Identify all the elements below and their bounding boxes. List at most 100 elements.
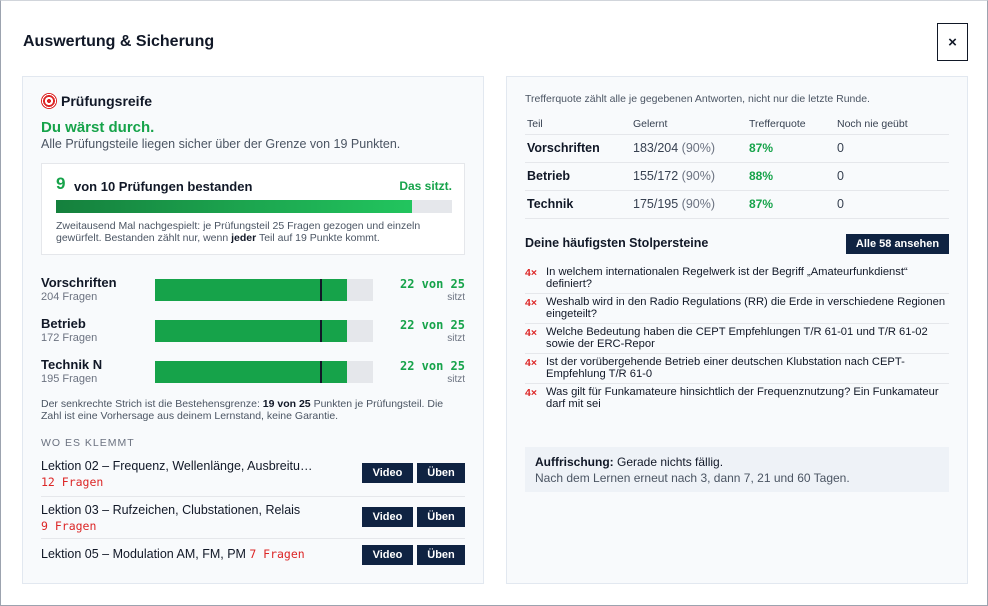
refresh-label: Auffrischung: xyxy=(535,455,614,469)
miss-count: 4× xyxy=(525,297,537,309)
statistics-panel: Trefferquote zählt alle je gegebenen Ant… xyxy=(506,76,968,584)
table-row: Technik 175/195 (90%) 87% 0 xyxy=(525,190,949,219)
cell-teil: Technik xyxy=(525,190,631,219)
weak-lessons-list: Lektion 02 – Frequenz, Wellenlänge, Ausb… xyxy=(41,455,465,571)
part-score-bar xyxy=(155,361,373,383)
cell-gelernt: 155/172 (90%) xyxy=(631,162,747,191)
part-score: 22 von 25 xyxy=(399,318,465,332)
lesson-item: Lektion 03 – Rufzeichen, Clubstationen, … xyxy=(41,497,465,539)
miss-count: 4× xyxy=(525,387,537,399)
exam-part-row: Vorschriften 204 Fragen 22 von 25 sitzt xyxy=(41,275,465,316)
cell-nie-geuebt: 0 xyxy=(835,190,949,219)
explain-bold: 19 von 25 xyxy=(262,398,311,410)
question-text: Welche Bedeutung haben die CEPT Empfehlu… xyxy=(546,326,928,350)
part-question-count: 172 Fragen xyxy=(41,332,98,344)
verdict-subtitle: Alle Prüfungsteile liegen sicher über de… xyxy=(41,137,401,151)
video-button[interactable]: Video xyxy=(362,545,413,565)
passed-count: 9 xyxy=(56,174,66,193)
verdict: Du wärst durch. xyxy=(41,119,155,136)
pass-summary: 9 von 10 Prüfungen bestanden Das sitzt. … xyxy=(41,163,465,255)
pass-progress-bar xyxy=(56,200,452,213)
lesson-question-count: 12 Fragen xyxy=(41,475,104,489)
part-name: Technik N xyxy=(41,357,103,372)
exam-part-row: Technik N 195 Fragen 22 von 25 sitzt xyxy=(41,357,465,398)
list-item[interactable]: 4× Welche Bedeutung haben die CEPT Empfe… xyxy=(525,324,949,354)
lesson-title: Lektion 02 – Frequenz, Wellenlänge, Ausb… xyxy=(41,459,313,473)
pass-note: Zweitausend Mal nachgespielt: je Prüfung… xyxy=(56,220,452,244)
cell-teil: Betrieb xyxy=(525,162,631,191)
column-header-gelernt: Gelernt xyxy=(631,114,747,135)
lesson-item: Lektion 05 – Modulation AM, FM, PM 7 Fra… xyxy=(41,539,465,571)
lesson-item: Lektion 02 – Frequenz, Wellenlänge, Ausb… xyxy=(41,455,465,497)
list-item[interactable]: 4× Was gilt für Funkamateure hinsichtlic… xyxy=(525,384,949,413)
list-item[interactable]: 4× Weshalb wird in den Radio Regulations… xyxy=(525,294,949,324)
cell-nie-geuebt: 0 xyxy=(835,162,949,191)
video-button[interactable]: Video xyxy=(362,507,413,527)
pass-note-text-end: Teil auf 19 Punkte kommt. xyxy=(256,232,380,244)
lesson-question-count: 9 Fragen xyxy=(41,519,97,533)
part-score-bar xyxy=(155,320,373,342)
readiness-heading: Prüfungsreife xyxy=(41,93,152,109)
threshold-explanation: Der senkrechte Strich ist die Bestehensg… xyxy=(41,398,465,422)
refresh-box: Auffrischung: Gerade nichts fällig. Nach… xyxy=(525,447,949,492)
part-score-fill xyxy=(155,320,347,342)
passed-text: von 10 Prüfungen bestanden xyxy=(74,179,253,194)
exam-parts: Vorschriften 204 Fragen 22 von 25 sitzt … xyxy=(41,275,465,398)
dialog-title: Auswertung & Sicherung xyxy=(23,33,215,50)
part-name: Vorschriften xyxy=(41,275,117,290)
list-item[interactable]: 4× Ist der vorübergehende Betrieb einer … xyxy=(525,354,949,384)
practice-button[interactable]: Üben xyxy=(417,463,465,483)
explain-text: Der senkrechte Strich ist die Bestehensg… xyxy=(41,398,263,410)
status-badge: Das sitzt. xyxy=(399,179,452,193)
readiness-heading-label: Prüfungsreife xyxy=(61,93,153,109)
part-status: sitzt xyxy=(447,292,465,303)
cell-gelernt: 183/204 (90%) xyxy=(631,134,747,163)
refresh-status: Auffrischung: Gerade nichts fällig. xyxy=(535,455,939,469)
question-text: Weshalb wird in den Radio Regulations (R… xyxy=(546,296,946,320)
part-score: 22 von 25 xyxy=(399,277,465,291)
pass-threshold-mark xyxy=(319,361,322,383)
stats-header-row: Teil Gelernt Trefferquote Noch nie geübt xyxy=(525,114,949,135)
cell-trefferquote: 87% xyxy=(747,134,835,163)
hit-rate-note: Trefferquote zählt alle je gegebenen Ant… xyxy=(525,93,870,105)
target-icon xyxy=(41,93,57,109)
lesson-question-count: 7 Fragen xyxy=(249,547,305,561)
part-score-fill xyxy=(155,361,347,383)
column-header-nie-geuebt: Noch nie geübt xyxy=(835,114,949,135)
part-question-count: 195 Fragen xyxy=(41,373,98,385)
part-question-count: 204 Fragen xyxy=(41,291,98,303)
refresh-value: Gerade nichts fällig. xyxy=(617,455,724,469)
pass-note-text: Zweitausend Mal nachgespielt: je Prüfung… xyxy=(56,220,421,244)
pass-progress-fill xyxy=(56,200,413,213)
explain-text-end: Punkten je Prüfungsteil. Die Zahl ist ei… xyxy=(41,398,444,422)
lesson-line: Lektion 05 – Modulation AM, FM, PM 7 Fra… xyxy=(41,547,305,561)
video-button[interactable]: Video xyxy=(362,463,413,483)
gelernt-percent: (90%) xyxy=(681,197,716,211)
stats-table: Teil Gelernt Trefferquote Noch nie geübt… xyxy=(525,114,949,219)
readiness-panel: Prüfungsreife Du wärst durch. Alle Prüfu… xyxy=(22,76,484,584)
view-all-button[interactable]: Alle 58 ansehen xyxy=(846,234,949,254)
close-button[interactable]: × xyxy=(937,23,968,61)
cell-teil: Vorschriften xyxy=(525,134,631,163)
lesson-title: Lektion 03 – Rufzeichen, Clubstationen, … xyxy=(41,503,301,517)
lesson-title: Lektion 05 – Modulation AM, FM, PM xyxy=(41,547,246,561)
practice-button[interactable]: Üben xyxy=(417,545,465,565)
gelernt-count: 183/204 xyxy=(633,141,679,155)
question-text: Ist der vorübergehende Betrieb einer deu… xyxy=(546,356,905,380)
part-name: Betrieb xyxy=(41,316,86,331)
table-row: Betrieb 155/172 (90%) 88% 0 xyxy=(525,162,949,191)
gelernt-percent: (90%) xyxy=(681,169,716,183)
part-score: 22 von 25 xyxy=(399,359,465,373)
pass-threshold-mark xyxy=(319,279,322,301)
pass-note-bold: jeder xyxy=(231,232,257,244)
miss-count: 4× xyxy=(525,357,537,369)
cell-trefferquote: 88% xyxy=(747,162,835,191)
gelernt-count: 175/195 xyxy=(633,197,679,211)
column-header-teil: Teil xyxy=(525,114,631,135)
part-score-bar xyxy=(155,279,373,301)
part-score-fill xyxy=(155,279,347,301)
weak-spots-heading: WO ES KLEMMT xyxy=(41,437,135,449)
practice-button[interactable]: Üben xyxy=(417,507,465,527)
list-item[interactable]: 4× In welchem internationalen Regelwerk … xyxy=(525,264,949,294)
